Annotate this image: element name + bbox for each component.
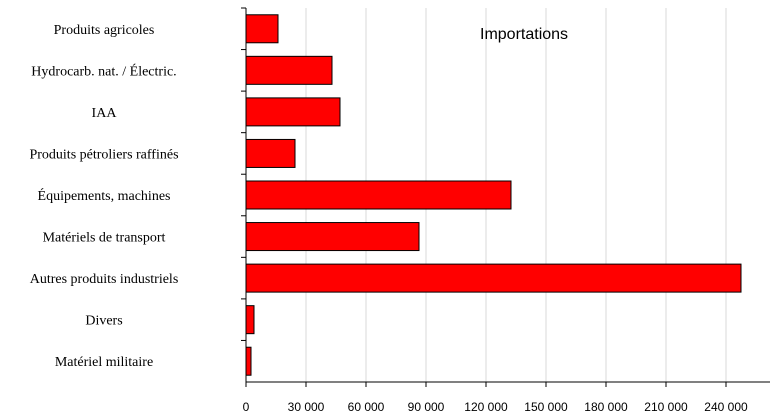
category-label: Matériels de transport [43,231,166,246]
axes [241,7,770,387]
chart-title: Importations [480,26,568,43]
bar [245,305,255,335]
x-tick-label: 30 000 [288,400,325,414]
category-label: Hydrocarb. nat. / Électric. [31,62,176,79]
tick-labels: 0 30 000 60 000 90 000 120 000 150 000 180 000… [243,400,748,414]
x-tick-label: 180 000 [584,400,628,414]
category-label: Équipements, machines [38,187,171,204]
bar [245,138,296,168]
x-tick-label: 120 000 [464,400,508,414]
category-label: Produits pétroliers raffinés [29,147,178,162]
x-tick-label: 150 000 [524,400,568,414]
category-label: Produits agricoles [54,23,155,38]
bar [245,346,252,376]
category-label: Divers [85,314,122,329]
bar [245,180,512,210]
category-labels: Produits agricoles Hydrocarb. nat. / Élec… [29,23,178,370]
bar [245,55,333,85]
category-label: Autres produits industriels [30,272,179,287]
bar [245,263,742,293]
bar [245,14,279,44]
bar [245,222,420,252]
bars [245,14,742,376]
category-label: Matériel militaire [55,355,153,370]
x-tick-label: 90 000 [408,400,445,414]
x-tick-label: 60 000 [348,400,385,414]
x-tick-label: 0 [243,400,250,414]
x-tick-label: 210 000 [644,400,688,414]
x-tick-label: 240 000 [704,400,748,414]
category-label: IAA [92,106,118,121]
bar [245,97,341,127]
